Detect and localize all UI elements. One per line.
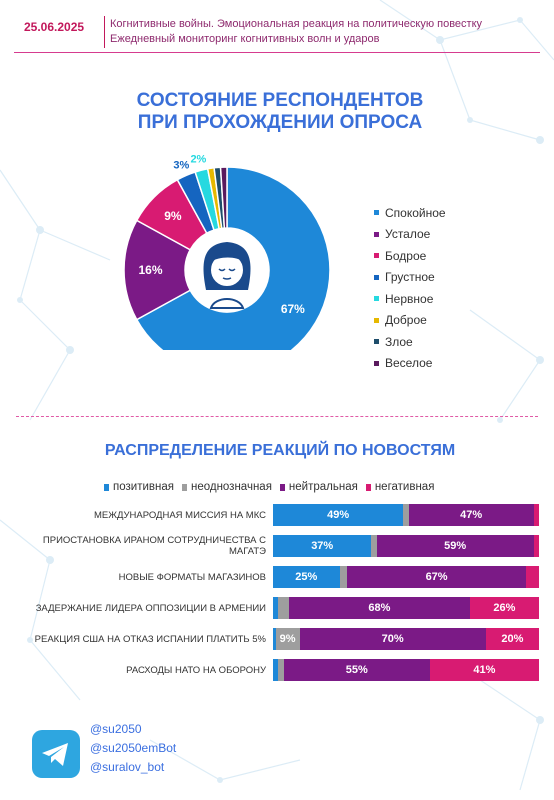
donut-chart: 67% 16% 9% 3% 2% (123, 154, 331, 350)
pie-legend-item-5: Доброе (374, 310, 446, 332)
bar-segment-негативная (533, 504, 539, 526)
bar-segment-неоднозначная (371, 535, 377, 557)
bars-legend-item-1: неоднозначная (181, 481, 272, 493)
pie-data-label-1: 16% (138, 263, 162, 277)
pie-legend-item-3: Грустное (374, 267, 446, 289)
legend-swatch (374, 339, 379, 345)
bar-segment-неоднозначная (278, 659, 284, 681)
bar-segment-неоднозначная: 9% (275, 628, 300, 650)
bars-legend-item-2: нейтральная (279, 481, 358, 493)
header-divider (104, 16, 105, 48)
legend-swatch (181, 483, 187, 491)
bar-category-label: ЗАДЕРЖАНИЕ ЛИДЕРА ОППОЗИЦИИ В АРМЕНИИ (35, 602, 266, 614)
header-subtitle-1: Когнитивные войны. Эмоциональная реакция… (110, 18, 483, 30)
legend-swatch (374, 360, 379, 366)
section-divider (16, 416, 538, 417)
legend-label: Веселое (385, 356, 433, 371)
legend-swatch (374, 296, 379, 302)
pie-data-label-0: 67% (281, 302, 305, 316)
pie-legend-item-0: Спокойное (374, 202, 446, 224)
pie-slice-7 (219, 166, 228, 229)
legend-swatch (374, 231, 379, 237)
report-date: 25.06.2025 (24, 20, 85, 34)
bar-category-label: НОВЫЕ ФОРМАТЫ МАГАЗИНОВ (118, 571, 266, 583)
handle-link-3[interactable]: @suralov_bot (90, 760, 165, 774)
legend-label: Грустное (385, 270, 435, 285)
pie-data-label-4: 2% (190, 154, 206, 166)
bar-segment-нейтральная: 70% (299, 628, 486, 650)
header-subtitle-2: Ежедневный мониторинг когнитивных волн и… (110, 33, 380, 45)
handle-link-1[interactable]: @su2050 (90, 722, 142, 736)
pie-title-line-2: ПРИ ПРОХОЖДЕНИИ ОПРОСА (137, 112, 423, 133)
bar-segment-позитивная: 37% (273, 535, 372, 557)
bar-segment-неоднозначная (278, 597, 289, 619)
bar-category-label: РЕАКЦИЯ США НА ОТКАЗ ИСПАНИИ ПЛАТИТЬ 5% (34, 633, 266, 645)
bar-segment-нейтральная: 68% (288, 597, 470, 619)
legend-label: Спокойное (385, 205, 446, 220)
legend-swatch (374, 274, 379, 280)
handle-link-2[interactable]: @su2050emBot (90, 741, 177, 755)
bar-segment-неоднозначная (339, 566, 348, 588)
bar-segment-негативная (525, 566, 539, 588)
bar-segment-негативная: 41% (429, 659, 539, 681)
pie-legend-item-2: Бодрое (374, 245, 446, 267)
bars-legend-item-0: позитивная (104, 481, 174, 493)
legend-swatch (104, 483, 109, 491)
bars-title: РАСПРЕДЕЛЕНИЕ РЕАКЦИЙ ПО НОВОСТЯМ (104, 442, 456, 459)
legend-swatch (365, 483, 371, 491)
pie-legend-item-6: Злое (374, 331, 446, 353)
bar-segment-позитивная: 49% (273, 504, 404, 526)
legend-swatch (374, 317, 379, 323)
header: 25.06.2025 Когнитивные войны. Эмоциональ… (14, 16, 544, 50)
bars-legend: позитивная неоднозначная нейтральная негати… (104, 481, 434, 493)
bar-segment-нейтральная: 59% (376, 535, 534, 557)
bars-legend-item-3: негативная (365, 481, 435, 493)
bar-segment-негативная: 26% (469, 597, 539, 619)
header-rule (14, 52, 540, 53)
legend-label: Усталое (385, 227, 431, 242)
bar-segment-позитивная (273, 659, 279, 681)
telegram-icon[interactable] (32, 730, 80, 778)
pie-legend-item-1: Усталое (374, 224, 446, 246)
pie-slice-1 (123, 219, 192, 321)
legend-label: Бодрое (385, 248, 427, 263)
bar-row: 68% 26% (273, 597, 539, 619)
bar-segment-нейтральная: 67% (347, 566, 526, 588)
pie-legend: Спокойное Усталое Бодрое Грустное Нервное Доб… (374, 202, 446, 374)
legend-label: негативная (374, 481, 435, 493)
bar-category-label: МЕЖДУНАРОДНАЯ МИССИЯ НА МКС (93, 509, 266, 521)
bar-row: 49% 47% (273, 504, 539, 526)
legend-label: Доброе (385, 313, 427, 328)
bar-segment-нейтральная: 47% (408, 504, 534, 526)
bar-segment-позитивная: 25% (273, 566, 340, 588)
bar-segment-позитивная (273, 597, 279, 619)
legend-swatch (374, 210, 379, 216)
bar-row: 9% 70% 20% (273, 628, 539, 650)
legend-label: Злое (385, 334, 413, 349)
bar-segment-негативная (533, 535, 539, 557)
bar-segment-нейтральная: 55% (283, 659, 430, 681)
pie-slice-0 (135, 166, 331, 350)
legend-label: нейтральная (288, 481, 358, 493)
bar-row: 25% 67% (273, 566, 539, 588)
legend-swatch (374, 253, 379, 259)
legend-label: Нервное (385, 291, 434, 306)
bar-category-label: ПРИОСТАНОВКА ИРАНОМ СОТРУДНИЧЕСТВА С МАГ… (42, 535, 266, 557)
legend-swatch (279, 483, 285, 491)
bar-row: 37% 59% (273, 535, 539, 557)
bar-segment-неоднозначная (403, 504, 409, 526)
legend-label: неоднозначная (190, 481, 272, 493)
bar-segment-позитивная (273, 628, 276, 650)
face-icon (186, 229, 268, 311)
pie-title-line-1: СОСТОЯНИЕ РЕСПОНДЕНТОВ (136, 90, 424, 111)
pie-legend-item-4: Нервное (374, 288, 446, 310)
bar-category-label: РАСХОДЫ НАТО НА ОБОРОНУ (126, 664, 266, 676)
pie-legend-item-7: Веселое (374, 353, 446, 375)
pie-data-label-3: 3% (173, 159, 189, 171)
bar-row: 55% 41% (273, 659, 539, 681)
pie-data-label-2: 9% (164, 209, 182, 223)
legend-label: позитивная (113, 481, 174, 493)
bar-segment-негативная: 20% (485, 628, 539, 650)
